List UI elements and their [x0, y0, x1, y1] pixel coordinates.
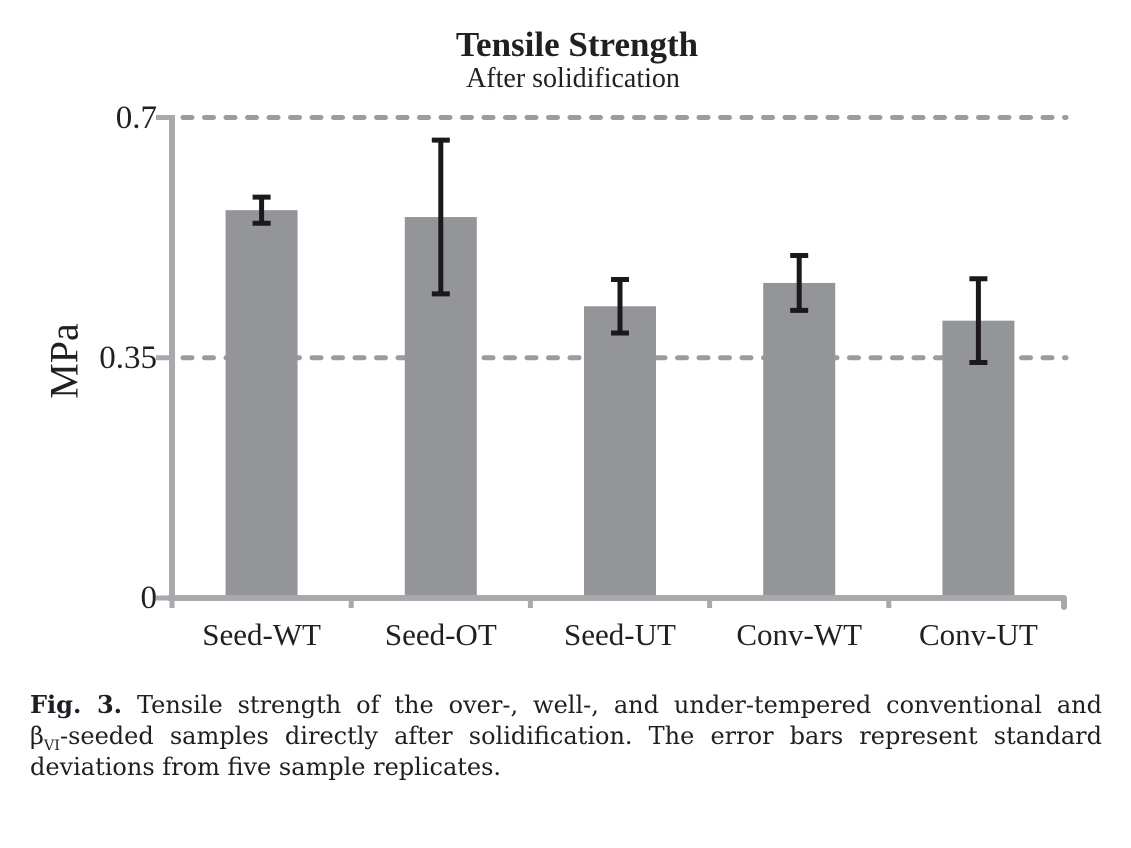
y-tick-label-0.7: 0.7: [115, 99, 157, 136]
x-axis-line: [166, 595, 1067, 610]
x-category-label-conv-ut: Conv-UT: [918, 617, 1038, 652]
error-bar-conv-wt: [790, 252, 809, 313]
bar-conv-wt: [763, 282, 836, 600]
error-bar-seed-ut: [611, 276, 629, 336]
y-tick-label-0.35: 0.35: [99, 339, 157, 376]
caption-text: β: [30, 722, 44, 750]
chart-subtitle: After solidification: [466, 63, 680, 94]
x-category-label-seed-ut: Seed-UT: [564, 617, 676, 652]
caption-line-1: Fig. 3. Tensile strength of the over-, w…: [30, 689, 1102, 721]
caption-figure-label: Fig. 3.: [30, 690, 123, 719]
caption-line-2: βVI-seeded samples directly after solidi…: [30, 721, 1102, 754]
bar-seed-wt: [225, 210, 298, 601]
chart-title: Tensile Strength: [455, 25, 699, 64]
error-bar-conv-ut: [969, 276, 988, 366]
caption-text: deviations from five sample replicates.: [30, 753, 502, 781]
figure-caption: Fig. 3. Tensile strength of the over-, w…: [30, 689, 1102, 783]
caption-text: -seeded samples directly after solidific…: [59, 722, 1102, 750]
x-category-label-seed-wt: Seed-WT: [202, 617, 321, 652]
bar-seed-ut: [584, 306, 656, 600]
caption-line-3: deviations from five sample replicates.: [30, 752, 1102, 783]
caption-subscript: VI: [43, 737, 60, 754]
error-bar-seed-wt: [252, 194, 271, 226]
x-category-label-seed-ot: Seed-OT: [384, 617, 497, 652]
bar-conv-ut: [942, 320, 1015, 600]
y-tick-label-0: 0: [140, 580, 158, 616]
caption-text: Tensile strength of the over-, well-, an…: [122, 691, 1102, 719]
error-bar-seed-ot: [431, 137, 450, 297]
x-category-label-conv-wt: Conv-WT: [736, 617, 863, 652]
